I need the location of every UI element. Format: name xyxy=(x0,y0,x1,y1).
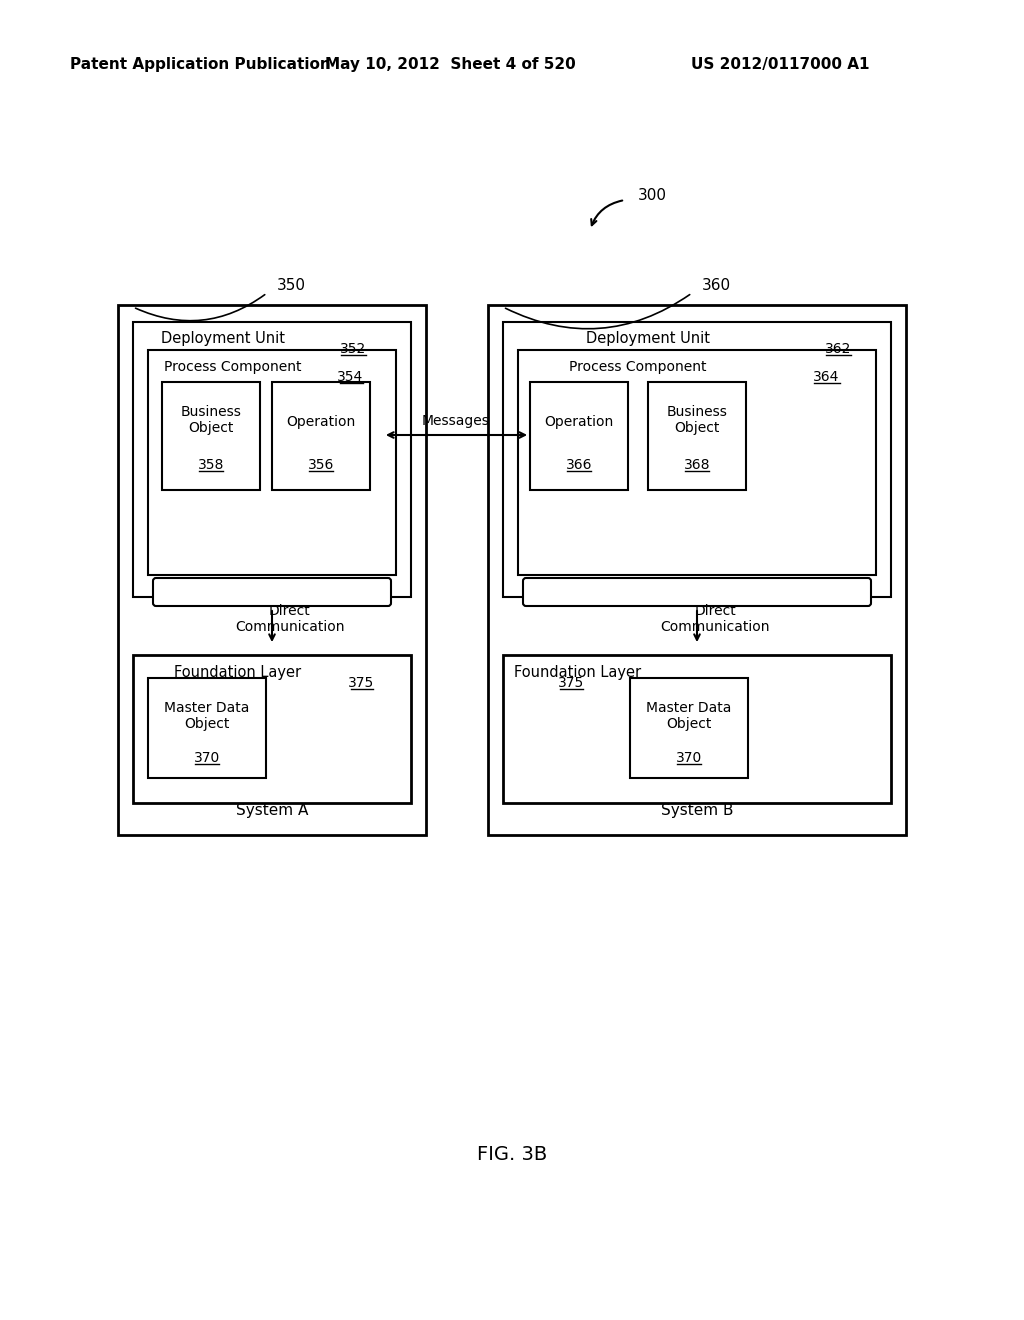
Bar xyxy=(133,655,411,803)
Text: Patent Application Publication: Patent Application Publication xyxy=(70,58,331,73)
Text: Direct
Communication: Direct Communication xyxy=(236,605,345,634)
Text: 366: 366 xyxy=(565,458,592,473)
Bar xyxy=(118,305,426,836)
Text: Operation: Operation xyxy=(287,414,355,429)
Text: 300: 300 xyxy=(638,187,667,202)
Text: Foundation Layer: Foundation Layer xyxy=(514,665,642,681)
Text: 352: 352 xyxy=(340,342,367,356)
Text: Direct
Communication: Direct Communication xyxy=(660,605,770,634)
Bar xyxy=(630,678,748,777)
Text: 375: 375 xyxy=(348,676,374,690)
Text: Business
Object: Business Object xyxy=(180,405,242,436)
Text: Process Component: Process Component xyxy=(569,360,707,374)
Bar xyxy=(148,678,266,777)
Text: FIG. 3B: FIG. 3B xyxy=(477,1146,547,1164)
Bar xyxy=(488,305,906,836)
Text: System A: System A xyxy=(236,803,308,817)
Text: 370: 370 xyxy=(194,751,220,766)
FancyBboxPatch shape xyxy=(153,578,391,606)
Bar xyxy=(148,350,396,576)
Text: Master Data
Object: Master Data Object xyxy=(646,701,732,731)
Bar xyxy=(530,381,628,490)
FancyBboxPatch shape xyxy=(523,578,871,606)
Text: 362: 362 xyxy=(824,342,851,356)
Text: 368: 368 xyxy=(684,458,711,473)
Bar xyxy=(503,655,891,803)
Bar xyxy=(272,381,370,490)
Text: May 10, 2012  Sheet 4 of 520: May 10, 2012 Sheet 4 of 520 xyxy=(325,58,575,73)
Bar xyxy=(648,381,746,490)
Text: 350: 350 xyxy=(278,277,306,293)
Text: 354: 354 xyxy=(337,370,364,384)
Text: 356: 356 xyxy=(308,458,334,473)
Bar xyxy=(133,322,411,597)
Text: 364: 364 xyxy=(813,370,840,384)
Text: Master Data
Object: Master Data Object xyxy=(164,701,250,731)
Text: Business
Object: Business Object xyxy=(667,405,727,436)
Text: System B: System B xyxy=(660,803,733,817)
Text: Deployment Unit: Deployment Unit xyxy=(161,331,285,346)
Text: Operation: Operation xyxy=(545,414,613,429)
Text: 375: 375 xyxy=(558,676,584,690)
Text: 358: 358 xyxy=(198,458,224,473)
Bar xyxy=(518,350,876,576)
Text: Messages: Messages xyxy=(422,414,489,428)
Text: Foundation Layer: Foundation Layer xyxy=(174,665,301,681)
Text: Deployment Unit: Deployment Unit xyxy=(586,331,710,346)
Text: Process Component: Process Component xyxy=(164,360,302,374)
Bar xyxy=(503,322,891,597)
Text: 370: 370 xyxy=(676,751,702,766)
Text: 360: 360 xyxy=(702,277,731,293)
Bar xyxy=(162,381,260,490)
Text: US 2012/0117000 A1: US 2012/0117000 A1 xyxy=(691,58,869,73)
